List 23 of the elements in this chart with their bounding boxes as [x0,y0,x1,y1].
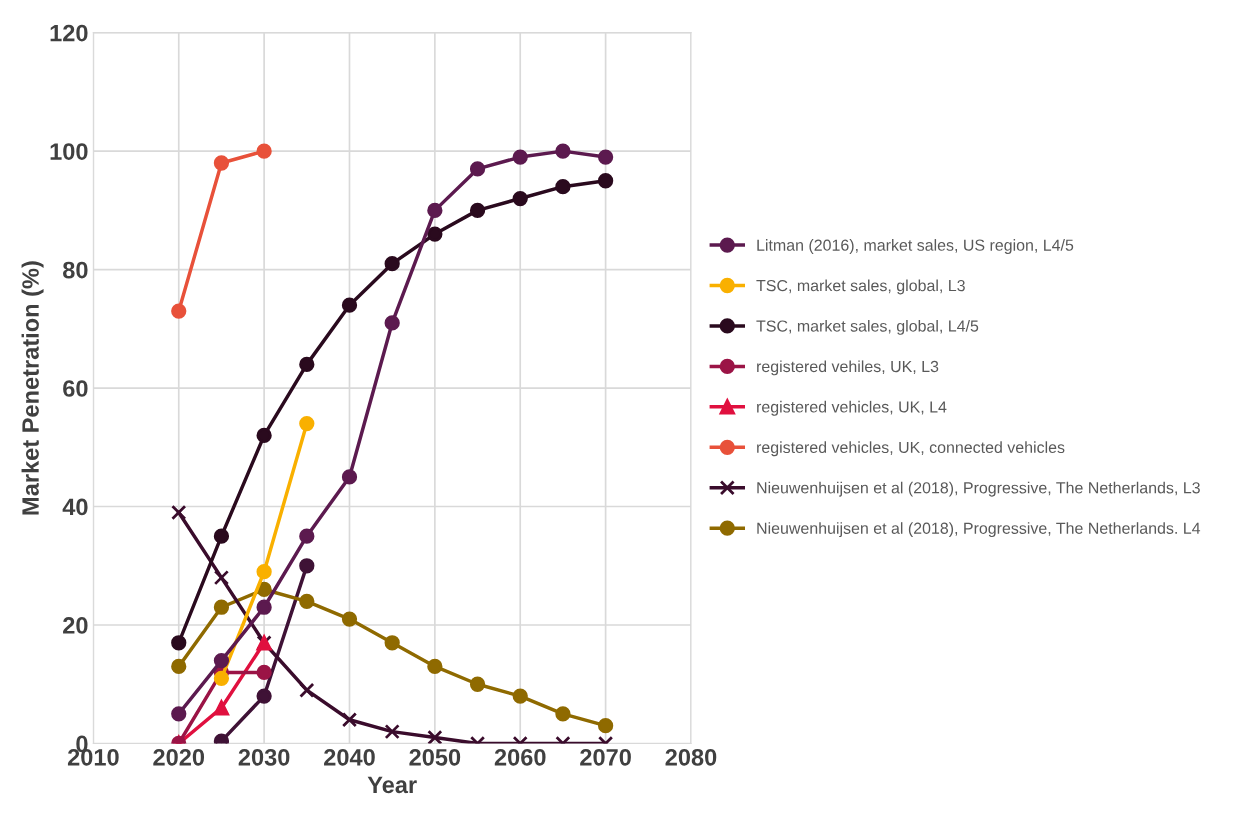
x-axis-title: Year [367,776,417,794]
y-tick-label: 100 [50,143,88,160]
legend-label: Litman (2016), market sales, US region, L4/5 [757,239,1074,254]
y-tick-label: 80 [63,261,88,279]
y-tick-label: 20 [63,617,88,634]
legend-label: registered vehicles, UK, L4 [757,400,947,416]
legend-label: TSC, market sales, global, L3 [756,279,965,295]
y-tick-label: 120 [50,24,88,42]
legend-label: registered vehiles, UK, L3 [757,360,939,376]
legend-label: TSC, market sales, global, L4/5 [756,319,979,335]
y-tick-label: 60 [63,380,88,397]
legend-label: Nieuwenhuijsen et al (2018), Progressive, The Netherlands. L4 [757,522,1201,538]
x-tick-label: 2050 [409,748,461,766]
legend-label: Nieuwenhuijsen et al (2018), Progressive, The Netherlands, L3 [757,481,1200,497]
y-tick-label: 40 [62,498,88,516]
x-tick-label: 2020 [153,748,205,766]
x-tick-label: 2070 [580,748,631,766]
x-tick-label: 2040 [324,748,375,766]
legend-label: registered vehicles, UK, connected vehicles [757,441,1065,457]
y-axis-title: Market Penetration (%) [21,261,44,515]
x-tick-label: 2030 [238,748,290,766]
x-tick-label: 2080 [665,748,717,766]
x-tick-label: 2060 [494,748,546,766]
